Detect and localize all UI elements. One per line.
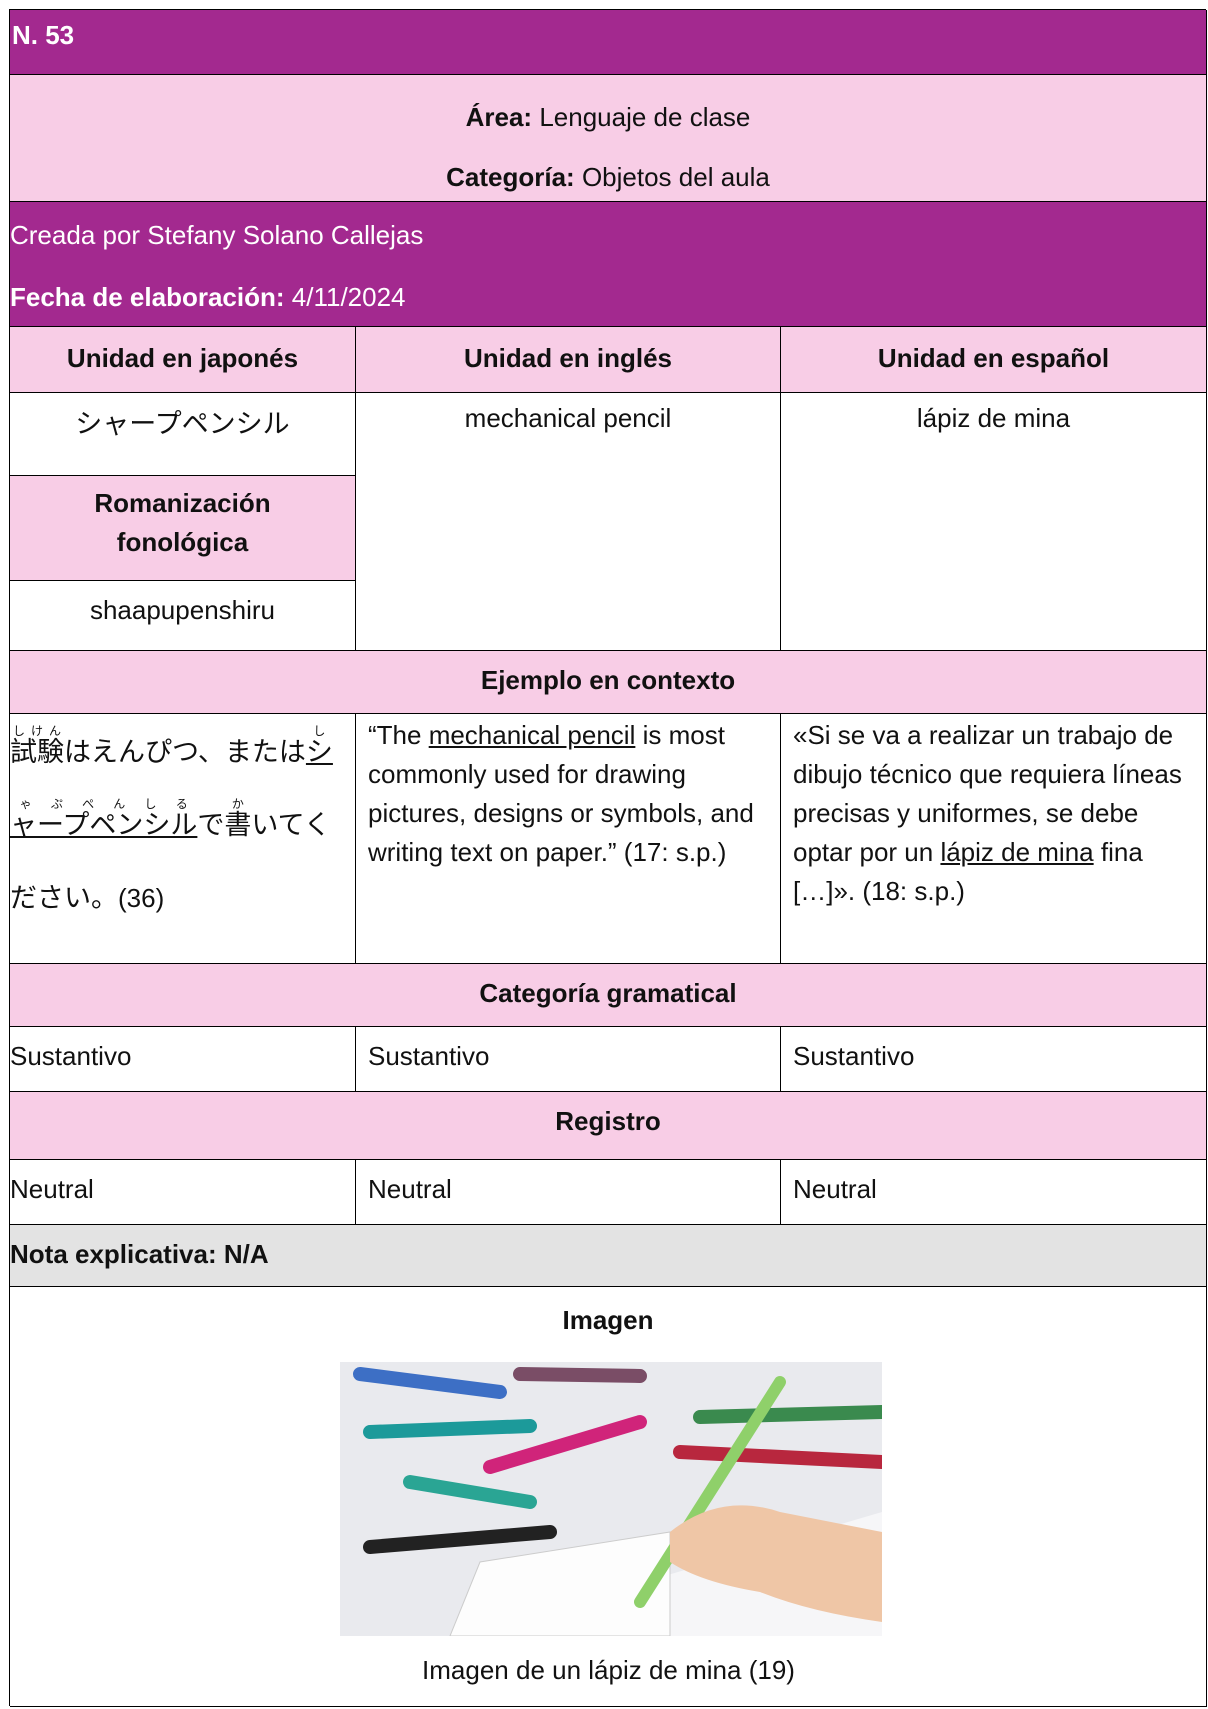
word: 試験 bbox=[10, 737, 64, 768]
text: はえんぴつ、または bbox=[64, 737, 306, 768]
register-cell: Neutral bbox=[781, 1160, 1207, 1225]
image-section: Imagen Imagen de un lápiz de mina (19) bbox=[10, 1287, 1207, 1707]
furigana: しゃぷぺんしる bbox=[10, 724, 333, 811]
section-header: Categoría gramatical bbox=[10, 964, 1207, 1027]
register-value: Neutral bbox=[368, 1174, 452, 1204]
grammar-value: Sustantivo bbox=[10, 1041, 132, 1071]
example-ja: 試験しけんはえんぴつ、またはシャープペンシルしゃぷぺんしるで書かいてください。(… bbox=[10, 714, 356, 964]
section-title: Ejemplo en contexto bbox=[480, 665, 736, 695]
text: «Si se va a realizar un trabajo de dibuj… bbox=[793, 720, 1182, 867]
column-title: Unidad en japonés bbox=[66, 343, 299, 373]
section-title: Categoría gramatical bbox=[479, 978, 737, 1008]
register-value: Neutral bbox=[793, 1174, 877, 1204]
authorship: Creada por Stefany Solano Callejas Fecha… bbox=[10, 202, 1207, 327]
text: is most commonly used for drawing pictur… bbox=[368, 720, 754, 867]
note: Nota explicativa: N/A bbox=[10, 1225, 1207, 1287]
text: “The bbox=[368, 720, 429, 750]
unit-en-text: mechanical pencil bbox=[464, 403, 672, 433]
term: lápiz de mina bbox=[940, 837, 1094, 867]
image-caption: Imagen de un lápiz de mina (19) bbox=[422, 1655, 795, 1685]
category: Categoría: Objetos del aula bbox=[10, 147, 1206, 207]
author: Creada por Stefany Solano Callejas bbox=[10, 220, 424, 250]
note-text: Nota explicativa: N/A bbox=[10, 1239, 269, 1269]
image bbox=[340, 1362, 882, 1636]
column-title: Unidad en español bbox=[877, 343, 1110, 373]
date-label: Fecha de elaboración: bbox=[10, 282, 285, 312]
grammar-cell: Sustantivo bbox=[781, 1027, 1207, 1092]
text: で bbox=[197, 810, 225, 841]
column-header: Unidad en español bbox=[781, 327, 1207, 393]
vocab-card: N. 53 Área: Lenguaje de clase Categoría:… bbox=[9, 9, 1207, 1707]
word: 書 bbox=[224, 810, 252, 841]
register-cell: Neutral bbox=[356, 1160, 781, 1225]
word: シャープペンシル bbox=[10, 737, 333, 841]
example-es: «Si se va a realizar un trabajo de dibuj… bbox=[781, 714, 1207, 964]
grammar-cell: Sustantivo bbox=[10, 1027, 356, 1092]
card-number: N. 53 bbox=[10, 10, 1207, 75]
classification: Área: Lenguaje de clase Categoría: Objet… bbox=[10, 75, 1207, 202]
term: mechanical pencil bbox=[428, 720, 636, 750]
date: Fecha de elaboración: 4/11/2024 bbox=[10, 266, 1206, 328]
register-cell: Neutral bbox=[10, 1160, 356, 1225]
romanization: shaapupenshiru bbox=[10, 581, 356, 651]
image-title: Imagen bbox=[562, 1305, 654, 1335]
unit-es: lápiz de mina bbox=[781, 393, 1207, 651]
column-header: Unidad en japonés bbox=[10, 327, 356, 393]
date-value: 4/11/2024 bbox=[291, 282, 406, 312]
register-value: Neutral bbox=[10, 1174, 94, 1204]
unit-ja-text: シャープペンシル bbox=[75, 409, 290, 440]
romanization-header: Romanización fonológica bbox=[10, 476, 356, 581]
column-title: Unidad en inglés bbox=[463, 343, 673, 373]
area: Área: Lenguaje de clase bbox=[10, 87, 1206, 147]
number: N. 53 bbox=[12, 20, 75, 50]
text: いてください。 bbox=[10, 810, 331, 914]
grammar-cell: Sustantivo bbox=[356, 1027, 781, 1092]
area-label: Área: bbox=[465, 102, 533, 132]
reference: (36) bbox=[118, 883, 165, 913]
section-title: Registro bbox=[555, 1106, 661, 1136]
section-header: Ejemplo en contexto bbox=[10, 651, 1207, 714]
example-en: “The mechanical pencil is most commonly … bbox=[356, 714, 781, 964]
category-value: Objetos del aula bbox=[581, 162, 770, 192]
category-label: Categoría: bbox=[446, 162, 575, 192]
grammar-value: Sustantivo bbox=[793, 1041, 915, 1071]
text: fina […]». (18: s.p.) bbox=[793, 837, 1143, 906]
section-header: Registro bbox=[10, 1092, 1207, 1160]
furigana: か bbox=[224, 797, 252, 811]
furigana: しけん bbox=[10, 724, 64, 738]
unit-ja: シャープペンシル bbox=[10, 393, 356, 476]
romanization-text: shaapupenshiru bbox=[89, 595, 276, 625]
grammar-value: Sustantivo bbox=[368, 1041, 490, 1071]
area-value: Lenguaje de clase bbox=[539, 102, 751, 132]
unit-en: mechanical pencil bbox=[356, 393, 781, 651]
unit-es-text: lápiz de mina bbox=[916, 403, 1071, 433]
romanization-label: Romanización fonológica bbox=[94, 488, 271, 557]
column-header: Unidad en inglés bbox=[356, 327, 781, 393]
